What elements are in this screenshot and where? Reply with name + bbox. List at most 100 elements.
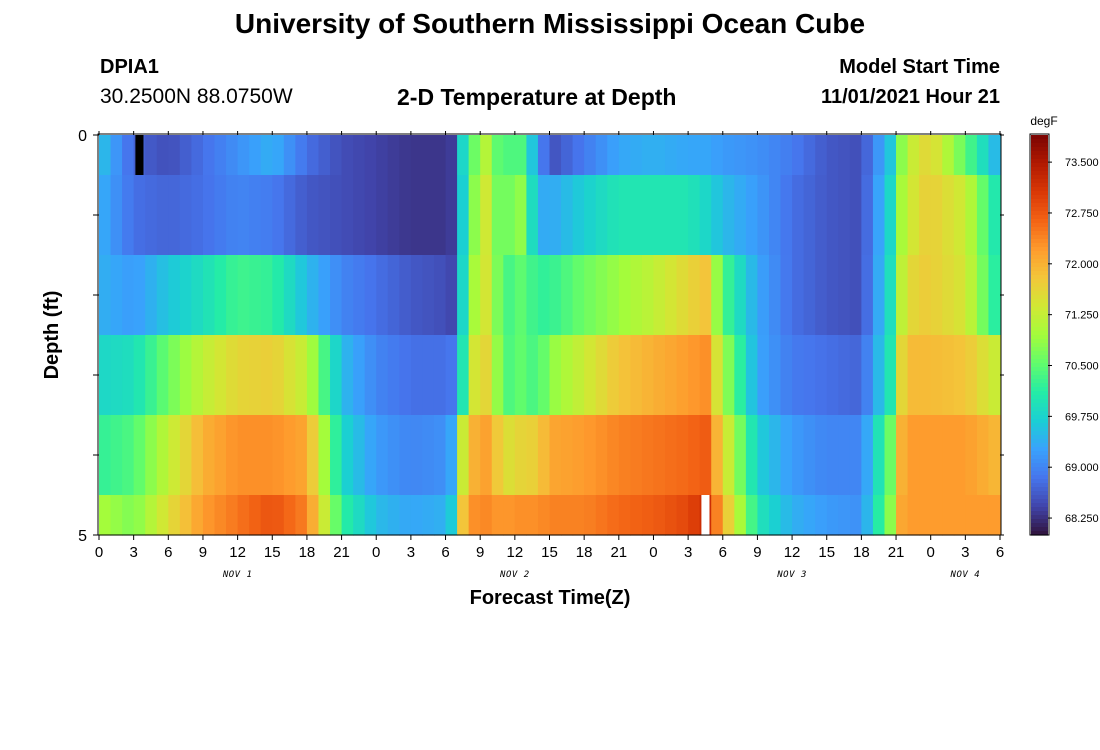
heatmap-cell [156, 175, 169, 256]
heatmap-cell [99, 255, 112, 336]
colorbar-cell [1031, 263, 1048, 268]
heatmap-cell [226, 415, 239, 496]
heatmap-cell [676, 135, 689, 176]
heatmap-cell [341, 135, 354, 176]
heatmap-cell [630, 335, 643, 416]
heatmap-cell [514, 415, 527, 496]
colorbar-cell [1031, 479, 1048, 484]
heatmap-cell [688, 135, 701, 176]
heatmap-cell [965, 135, 978, 176]
colorbar-cell [1031, 283, 1048, 288]
missing-data-cell [135, 135, 144, 175]
heatmap-cell [861, 175, 874, 256]
heatmap-cell [376, 335, 389, 416]
colorbar-cell [1031, 507, 1048, 512]
heatmap-cell [237, 495, 250, 536]
heatmap-cell [561, 335, 574, 416]
x-axis-label: Forecast Time(Z) [470, 587, 631, 609]
heatmap-cell [872, 335, 886, 416]
colorbar-cell [1031, 343, 1048, 348]
heatmap-cell [653, 175, 666, 256]
y-tick-label: 5 [78, 528, 87, 545]
y-axis-label: Depth (ft) [41, 291, 63, 380]
heatmap-cell [99, 415, 112, 496]
heatmap-cell [283, 135, 296, 176]
heatmap-cell [988, 135, 1001, 176]
heatmap-cell [503, 175, 516, 256]
colorbar-cell [1031, 163, 1048, 168]
heatmap-cell [226, 135, 239, 176]
colorbar-cell [1031, 511, 1048, 516]
heatmap-cell [133, 495, 146, 536]
heatmap-cell [872, 135, 886, 176]
heatmap-cell [595, 495, 608, 536]
heatmap-cell [376, 415, 389, 496]
heatmap-cell [653, 335, 666, 416]
colorbar-cell [1031, 195, 1048, 200]
colorbar-cell [1031, 227, 1048, 232]
heatmap-cell [295, 175, 308, 256]
heatmap-cell [919, 255, 932, 336]
heatmap-cell [757, 175, 770, 256]
heatmap-cell [364, 335, 377, 416]
heatmap-cell [976, 495, 990, 536]
heatmap-cell [387, 335, 400, 416]
heatmap-cell [768, 255, 782, 336]
heatmap-cell [803, 335, 816, 416]
x-tick-label: 18 [576, 544, 593, 561]
heatmap-cell [306, 255, 320, 336]
heatmap-cell [306, 135, 320, 176]
heatmap-cell [145, 335, 158, 416]
heatmap-cell [849, 255, 862, 336]
heatmap-cell [861, 255, 874, 336]
heatmap-cell [607, 255, 620, 336]
heatmap-cell [133, 255, 146, 336]
colorbar-cell [1031, 171, 1048, 176]
colorbar-cell [1031, 243, 1048, 248]
heatmap-cell [907, 335, 920, 416]
heatmap-cell [283, 335, 296, 416]
colorbar-cell [1031, 351, 1048, 356]
heatmap-cell [168, 135, 181, 176]
heatmap-cell [561, 255, 574, 336]
colorbar-cell [1031, 431, 1048, 436]
heatmap-cell [688, 175, 701, 256]
heatmap-cell [907, 415, 920, 496]
colorbar-cell [1031, 455, 1048, 460]
heatmap-cell [630, 135, 643, 176]
x-tick-label: 0 [372, 544, 380, 561]
heatmap-cell [526, 175, 539, 256]
colorbar-tick-label: 71.250 [1065, 310, 1099, 322]
heatmap-cell [480, 175, 493, 256]
heatmap-cell [930, 495, 943, 536]
station-id: DPIA1 [100, 56, 159, 78]
heatmap-cell [110, 415, 123, 496]
day-label: NOV 2 [499, 570, 530, 580]
heatmap-cell [757, 415, 770, 496]
heatmap-cell [537, 135, 551, 176]
colorbar-cell [1031, 235, 1048, 240]
heatmap-cell [953, 495, 966, 536]
colorbar-tick-label: 69.000 [1065, 462, 1099, 474]
colorbar-cell [1031, 291, 1048, 296]
x-tick-label: 12 [784, 544, 801, 561]
heatmap-cell [884, 255, 897, 336]
heatmap-cell [838, 135, 851, 176]
heatmap-cell [757, 135, 770, 176]
heatmap-cell [653, 255, 666, 336]
heatmap-cell [514, 135, 527, 176]
heatmap-cell [965, 415, 978, 496]
heatmap-cell [849, 495, 862, 536]
colorbar-cell [1031, 319, 1048, 324]
heatmap-cell [202, 335, 216, 416]
heatmap-cell [272, 135, 285, 176]
colorbar-unit-label: degF [1030, 114, 1057, 128]
heatmap-cell [422, 135, 435, 176]
heatmap-cell [503, 335, 516, 416]
colorbar-cell [1031, 439, 1048, 444]
heatmap-cell [780, 135, 793, 176]
heatmap-cell [584, 175, 597, 256]
heatmap-cell [445, 175, 458, 256]
heatmap-cell [341, 415, 354, 496]
heatmap-cell [965, 255, 978, 336]
